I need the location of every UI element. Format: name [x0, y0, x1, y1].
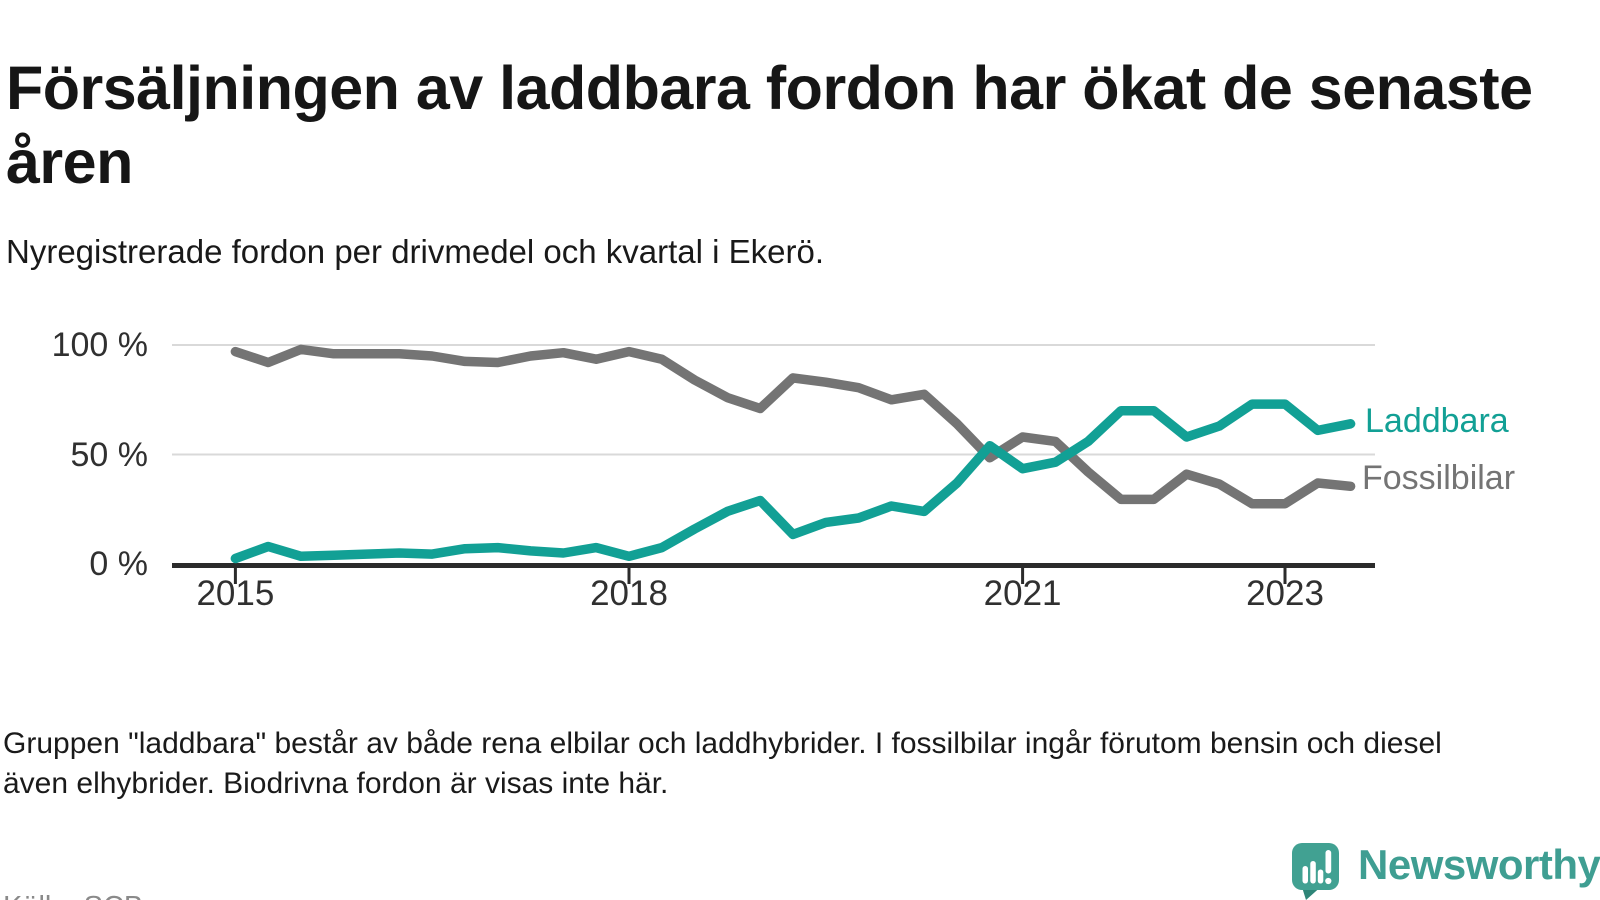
x-tick-label: 2021 — [983, 574, 1062, 613]
legend-label-fossilbilar: Fossilbilar — [1362, 459, 1516, 497]
newsworthy-logo-text: Newsworthy — [1358, 841, 1600, 888]
newsworthy-logo: Newsworthy — [1290, 838, 1600, 900]
series-line-laddbara — [230, 399, 1356, 564]
newsworthy-speech-bubble-chart-icon — [1292, 843, 1339, 900]
series-line-fossilbilar — [230, 344, 1356, 509]
y-tick-label: 50 % — [70, 435, 149, 474]
x-tick-label: 2015 — [196, 574, 275, 613]
y-tick-label: 100 % — [51, 326, 148, 364]
chart-title: Försäljningen av laddbara fordon har öka… — [6, 53, 1533, 196]
y-tick-label: 0 % — [89, 545, 148, 583]
x-tick-label: 2018 — [590, 574, 668, 613]
chart-footnote: Gruppen "laddbara" består av både rena e… — [3, 727, 1442, 800]
chart-subtitle: Nyregistrerade fordon per drivmedel och … — [6, 233, 825, 270]
legend-label-laddbara: Laddbara — [1365, 402, 1509, 440]
chart-source: Källa: SCB — [3, 891, 143, 900]
x-tick-label: 2023 — [1246, 574, 1324, 613]
